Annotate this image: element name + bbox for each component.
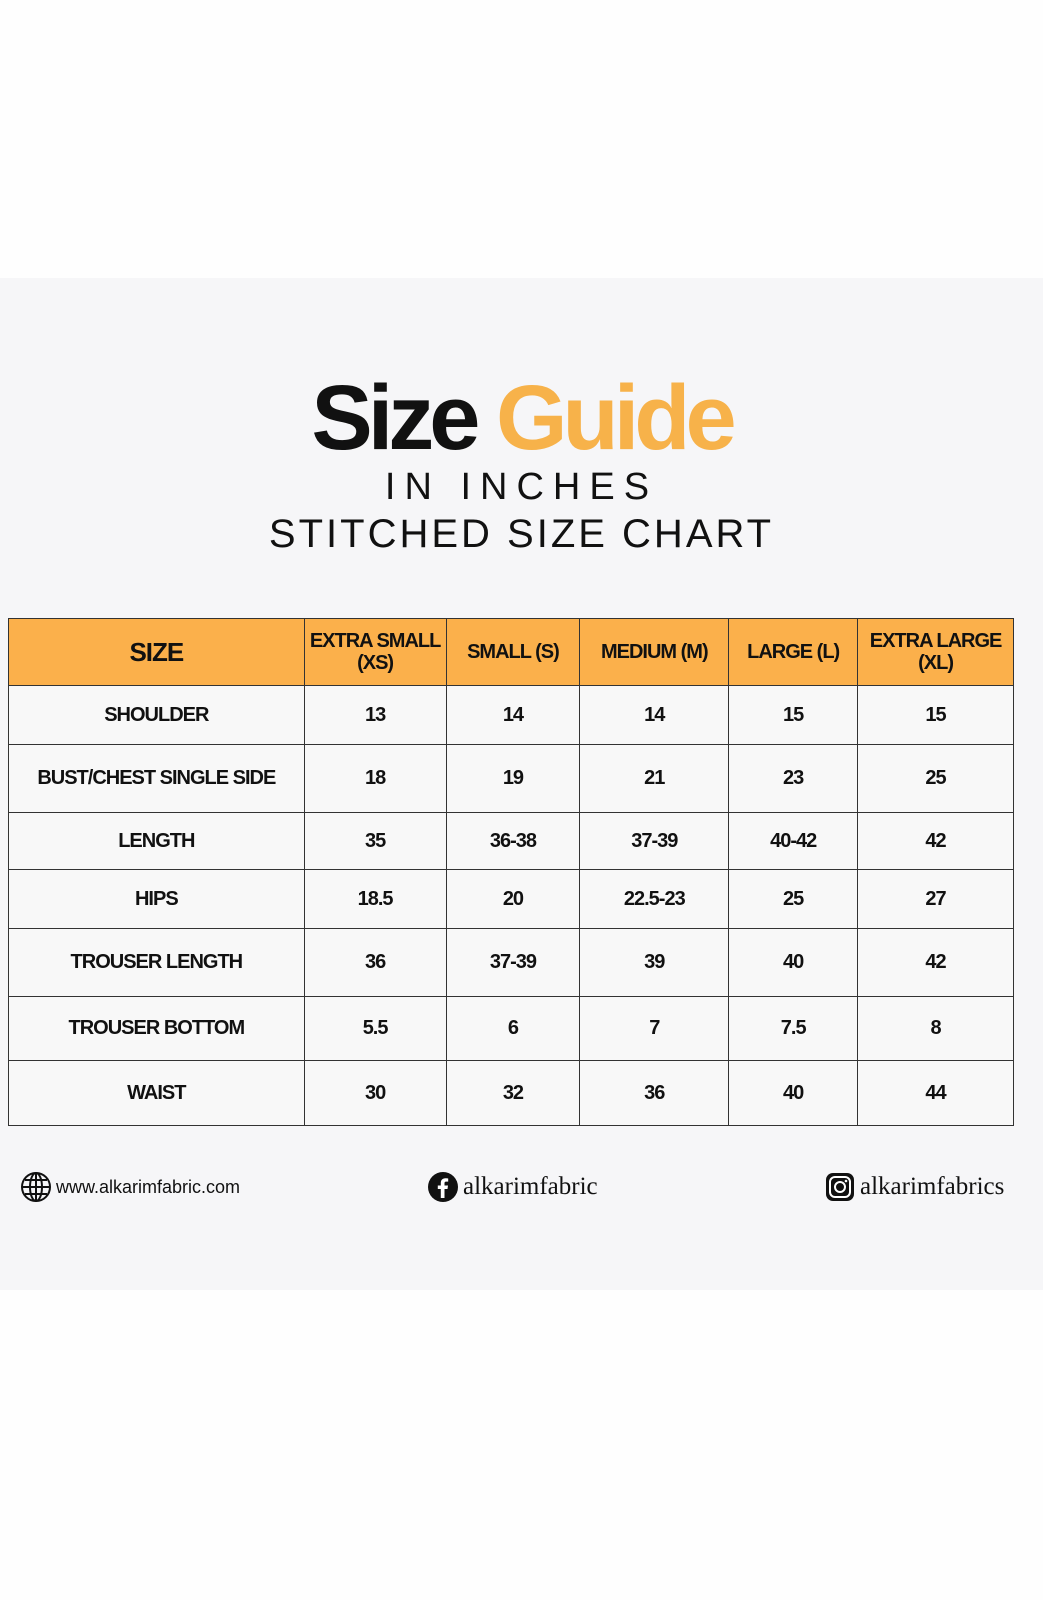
- table-cell: 21: [579, 744, 730, 813]
- table-cell: 14: [445, 685, 581, 745]
- table-cell: 13: [303, 685, 447, 745]
- table-cell: 35: [303, 812, 447, 870]
- table-row: HIPS 18.5 20 22.5-23 25 27: [8, 869, 1014, 929]
- size-table: SIZE EXTRA SMALL (XS) SMALL (S) MEDIUM (M) L…: [8, 618, 1014, 1126]
- table-row: LENGTH 35 36-38 37-39 40-42 42: [8, 812, 1014, 870]
- table-cell: 25: [728, 869, 859, 929]
- table-cell: 36: [579, 1060, 730, 1126]
- column-header: EXTRA SMALL (XS): [303, 618, 447, 686]
- table-cell: 36: [303, 928, 447, 997]
- column-header: EXTRA LARGE (XL): [857, 618, 1014, 686]
- table-cell: 40: [728, 928, 859, 997]
- table-cell: 23: [728, 744, 859, 813]
- row-label: HIPS: [8, 869, 305, 929]
- table-row: BUST/CHEST SINGLE SIDE 18 19 21 23 25: [8, 744, 1014, 813]
- table-cell: 30: [303, 1060, 447, 1126]
- page-title: Size Guide: [311, 367, 736, 469]
- table-cell: 20: [445, 869, 581, 929]
- table-cell: 42: [857, 928, 1014, 997]
- table-cell: 22.5-23: [579, 869, 730, 929]
- table-cell: 6: [445, 996, 581, 1061]
- instagram-link[interactable]: alkarimfabrics: [824, 1170, 1004, 1204]
- row-label: BUST/CHEST SINGLE SIDE: [8, 744, 305, 813]
- column-header: SMALL (S): [445, 618, 581, 686]
- table-cell: 7.5: [728, 996, 859, 1061]
- row-label: WAIST: [8, 1060, 305, 1126]
- chart-title: STITCHED SIZE CHART: [268, 512, 775, 556]
- table-row: WAIST 30 32 36 40 44: [8, 1060, 1014, 1126]
- row-label: SHOULDER: [8, 685, 305, 745]
- table-cell: 37-39: [445, 928, 581, 997]
- row-label: TROUSER LENGTH: [8, 928, 305, 997]
- table-cell: 37-39: [579, 812, 730, 870]
- row-label: LENGTH: [8, 812, 305, 870]
- table-cell: 8: [857, 996, 1014, 1061]
- table-cell: 27: [857, 869, 1014, 929]
- column-header: SIZE: [8, 618, 305, 686]
- column-header: MEDIUM (M): [579, 618, 730, 686]
- instagram-icon: [826, 1173, 854, 1201]
- table-cell: 5.5: [303, 996, 447, 1061]
- website-link[interactable]: www.alkarimfabric.com: [20, 1170, 240, 1204]
- column-header: LARGE (L): [728, 618, 859, 686]
- facebook-link[interactable]: alkarimfabric: [427, 1170, 598, 1204]
- table-cell: 14: [579, 685, 730, 745]
- table-cell: 44: [857, 1060, 1014, 1126]
- table-cell: 7: [579, 996, 730, 1061]
- table-cell: 39: [579, 928, 730, 997]
- table-row: TROUSER LENGTH 36 37-39 39 40 42: [8, 928, 1014, 997]
- table-cell: 36-38: [445, 812, 581, 870]
- table-cell: 42: [857, 812, 1014, 870]
- table-cell: 18.5: [303, 869, 447, 929]
- table-cell: 15: [857, 685, 1014, 745]
- table-cell: 15: [728, 685, 859, 745]
- table-cell: 18: [303, 744, 447, 813]
- globe-icon: [21, 1172, 51, 1202]
- table-cell: 25: [857, 744, 1014, 813]
- table-cell: 19: [445, 744, 581, 813]
- row-label: TROUSER BOTTOM: [8, 996, 305, 1061]
- facebook-icon: [428, 1172, 458, 1202]
- table-cell: 40-42: [728, 812, 859, 870]
- table-row: SHOULDER 13 14 14 15 15: [8, 685, 1014, 745]
- table-cell: 32: [445, 1060, 581, 1126]
- subtitle: IN INCHES: [384, 466, 659, 508]
- table-row: TROUSER BOTTOM 5.5 6 7 7.5 8: [8, 996, 1014, 1061]
- table-cell: 40: [728, 1060, 859, 1126]
